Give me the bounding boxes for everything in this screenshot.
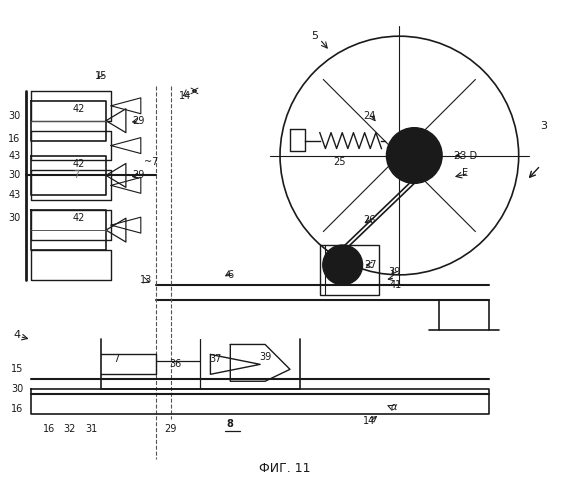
Text: 31: 31 [85, 424, 97, 434]
Text: 15: 15 [11, 364, 23, 374]
Text: 15: 15 [95, 71, 107, 81]
Text: 30: 30 [9, 111, 21, 121]
Text: 7: 7 [113, 354, 119, 364]
Text: 43: 43 [9, 151, 21, 161]
Text: 32: 32 [63, 424, 75, 434]
Text: 25: 25 [333, 158, 346, 168]
Text: 36: 36 [169, 359, 182, 369]
Text: 39: 39 [388, 267, 401, 277]
Text: 42: 42 [73, 160, 86, 170]
Text: 42: 42 [73, 213, 86, 223]
Text: 5: 5 [311, 31, 318, 41]
Text: 16: 16 [43, 424, 55, 434]
Text: α: α [391, 402, 398, 412]
Text: 27: 27 [364, 260, 377, 270]
Text: E: E [462, 169, 468, 179]
Text: 7: 7 [73, 171, 79, 181]
Text: 26: 26 [363, 215, 376, 225]
Text: 3: 3 [540, 121, 547, 131]
Circle shape [323, 245, 363, 285]
Text: 29: 29 [133, 116, 145, 126]
Text: ФИГ. 11: ФИГ. 11 [259, 462, 311, 475]
Text: 14: 14 [180, 91, 192, 101]
Text: 29: 29 [165, 424, 177, 434]
Text: ~7: ~7 [144, 158, 158, 168]
Text: 30: 30 [9, 171, 21, 181]
Text: 6: 6 [227, 270, 233, 280]
Text: 13: 13 [140, 275, 152, 285]
Text: 30: 30 [11, 384, 23, 394]
Bar [320, 245, 380, 295]
Text: 14: 14 [364, 416, 376, 426]
Text: 29: 29 [133, 171, 145, 181]
Circle shape [386, 128, 442, 183]
Text: 37: 37 [209, 354, 222, 364]
Text: 43: 43 [9, 190, 21, 200]
Text: 16: 16 [9, 134, 21, 144]
Text: 42: 42 [73, 104, 86, 114]
Text: 4: 4 [13, 329, 20, 339]
Text: 39: 39 [259, 352, 271, 362]
Text: 16: 16 [11, 404, 23, 414]
Text: 23 D: 23 D [454, 151, 477, 161]
Text: 41: 41 [389, 280, 401, 290]
Text: 30: 30 [9, 213, 21, 223]
Text: 8: 8 [227, 419, 234, 429]
Text: 24: 24 [363, 111, 376, 121]
